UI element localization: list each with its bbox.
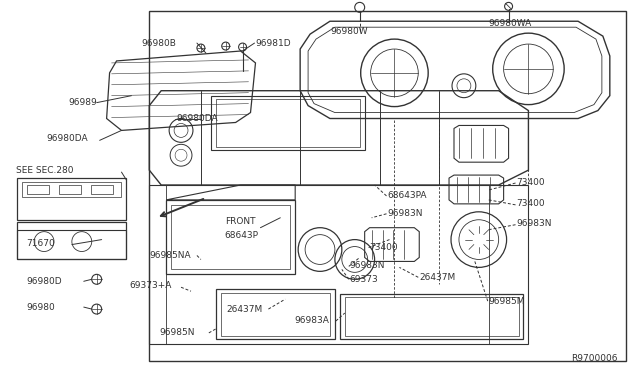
Bar	[22, 182, 122, 197]
Text: 96980D: 96980D	[26, 277, 62, 286]
Text: 96983N: 96983N	[516, 219, 552, 228]
Bar	[345, 297, 518, 336]
Bar	[17, 178, 127, 220]
Bar	[340, 294, 524, 339]
Text: 73400: 73400	[516, 177, 545, 186]
Bar	[59, 185, 81, 194]
Bar	[149, 11, 626, 361]
Bar	[17, 222, 127, 259]
Bar	[216, 99, 360, 147]
Text: 96980DA: 96980DA	[176, 114, 218, 123]
Text: 73400: 73400	[370, 243, 398, 252]
Text: 68643PA: 68643PA	[387, 192, 427, 201]
Text: 96983N: 96983N	[387, 209, 423, 218]
Text: 96980WA: 96980WA	[489, 19, 532, 28]
Text: R9700006: R9700006	[572, 354, 618, 363]
Text: 71670: 71670	[26, 239, 55, 248]
Text: 96985M: 96985M	[489, 296, 525, 306]
Bar	[221, 293, 330, 336]
Bar	[91, 185, 113, 194]
Text: 96985NA: 96985NA	[149, 251, 191, 260]
Text: 96983A: 96983A	[294, 317, 329, 326]
Text: 96980B: 96980B	[141, 39, 176, 48]
Text: 96980: 96980	[26, 302, 55, 312]
Text: 96989: 96989	[68, 98, 97, 107]
Bar	[171, 205, 290, 269]
Bar	[216, 289, 335, 339]
Bar	[17, 230, 127, 259]
Bar	[211, 96, 365, 150]
Text: 96981D: 96981D	[255, 39, 291, 48]
Text: 69373+A: 69373+A	[129, 281, 172, 290]
Text: 96985N: 96985N	[159, 328, 195, 337]
Text: 69373: 69373	[350, 275, 378, 284]
Text: 96980DA: 96980DA	[46, 134, 88, 143]
Text: FRONT: FRONT	[225, 217, 255, 226]
Text: 26437M: 26437M	[227, 305, 263, 314]
Text: 68643P: 68643P	[225, 231, 259, 240]
Text: 73400: 73400	[516, 199, 545, 208]
Text: 26437M: 26437M	[419, 273, 456, 282]
Text: SEE SEC.280: SEE SEC.280	[16, 166, 74, 174]
Text: 96983N: 96983N	[350, 261, 385, 270]
Text: 96980W: 96980W	[330, 27, 367, 36]
Bar	[28, 185, 49, 194]
